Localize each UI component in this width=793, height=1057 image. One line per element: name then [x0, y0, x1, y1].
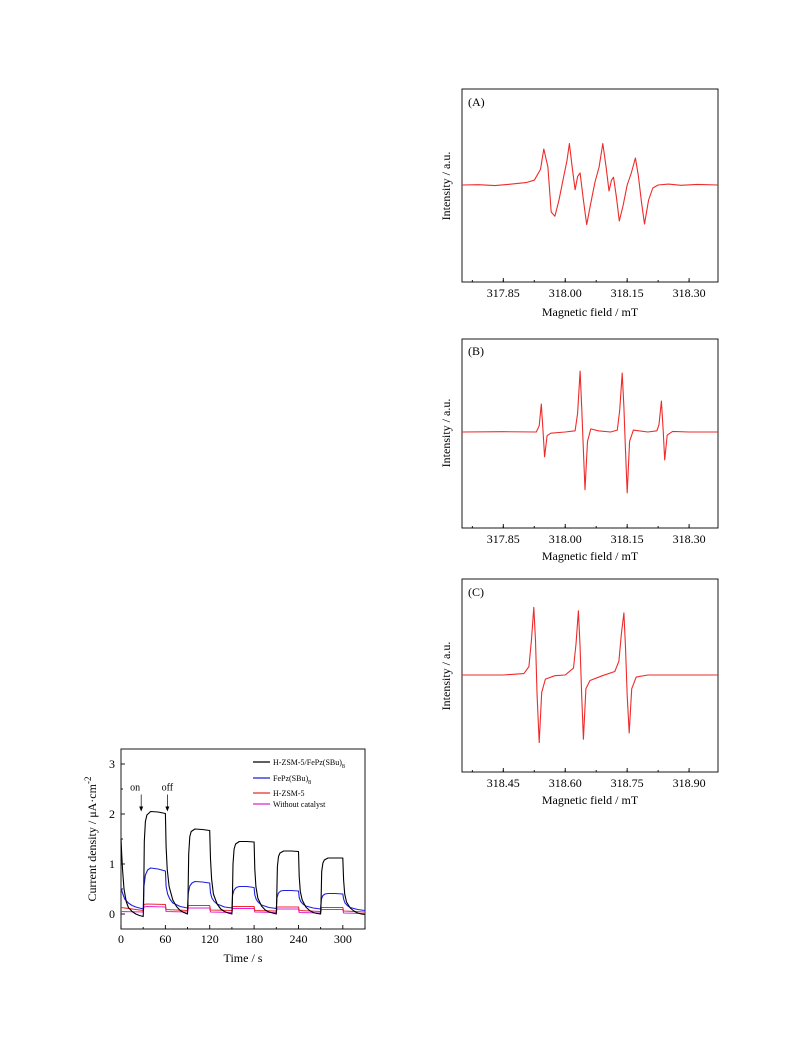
x-axis-label-d: Time / s	[224, 951, 263, 965]
legend-label-3: Without catalyst	[273, 800, 326, 809]
annotation-arrowhead-on	[139, 806, 144, 812]
legend-label-2: H-ZSM-5	[273, 789, 305, 798]
annotations-d: on off	[130, 783, 174, 812]
y-tick-label-d-3: 3	[109, 757, 115, 771]
x-axis-label-b: Magnetic field / mT	[542, 549, 639, 563]
x-tick-label-a-3: 318.30	[673, 286, 706, 300]
x-axis-label-a: Magnetic field / mT	[542, 305, 639, 319]
x-tick-label-c-3: 318.90	[673, 776, 706, 790]
x-tick-label-b-2: 318.15	[611, 532, 644, 546]
legend-name-3: Without catalyst	[273, 800, 326, 809]
plot-frame-a	[461, 88, 719, 283]
x-tick-label-c-0: 318.45	[487, 776, 520, 790]
x-tick-label-c-1: 318.60	[549, 776, 582, 790]
y-ticks-d: 0 1 2 3	[109, 757, 125, 921]
x-ticks-a: 317.85 318.00 318.15 318.30	[471, 278, 706, 300]
y-axis-label-d: Current density / μA·cm-2	[83, 777, 99, 902]
annotation-label-on: on	[130, 783, 140, 794]
y-axis-label-text-d: Current density / μA·cm	[85, 783, 99, 901]
series-group-d	[120, 810, 366, 918]
y-tick-label-d-0: 0	[109, 907, 115, 921]
legend-name-2: H-ZSM-5	[273, 789, 305, 798]
legend-name-sub-1: 8	[308, 780, 311, 786]
epr-trace-a	[461, 143, 719, 226]
y-tick-label-d-1: 1	[109, 857, 115, 871]
x-tick-label-a-2: 318.15	[611, 286, 644, 300]
y-axis-label-sup-d: -2	[83, 777, 93, 785]
x-tick-label-d-5: 300	[334, 932, 352, 946]
y-tick-label-d-2: 2	[109, 807, 115, 821]
epr-trace-b	[461, 370, 718, 494]
x-tick-label-d-2: 120	[201, 932, 219, 946]
x-tick-label-a-1: 318.00	[549, 286, 582, 300]
annotation-label-off: off	[162, 783, 174, 794]
x-tick-label-c-2: 318.75	[611, 776, 644, 790]
epr-trace-c	[462, 606, 718, 744]
legend-name-1: FePz(SBu)	[273, 774, 308, 783]
x-tick-label-b-3: 318.30	[673, 532, 706, 546]
plot-frame-d	[120, 748, 366, 930]
series-line-0	[120, 810, 366, 918]
y-axis-label-a: Intensity / a.u.	[439, 152, 453, 221]
x-tick-label-a-0: 317.85	[487, 286, 520, 300]
x-tick-label-b-0: 317.85	[487, 532, 520, 546]
x-ticks-c: 318.45 318.60 318.75 318.90	[471, 768, 706, 790]
x-tick-label-b-1: 318.00	[549, 532, 582, 546]
photocurrent-chart: 0 60 120 180 240 300 0 1 2 3 on off H-ZSM-5/FePz(…	[83, 748, 366, 965]
x-tick-label-d-0: 0	[118, 932, 124, 946]
panel-label-c: (C)	[468, 585, 484, 599]
x-tick-label-d-4: 240	[289, 932, 307, 946]
x-ticks-b: 317.85 318.00 318.15 318.30	[471, 524, 706, 546]
x-ticks-d: 0 60 120 180 240 300	[118, 925, 366, 946]
legend-name-sub-0: 8	[342, 764, 345, 770]
legend-name-0: H-ZSM-5/FePz(SBu)	[273, 758, 342, 767]
y-axis-label-b: Intensity / a.u.	[439, 399, 453, 468]
panel-label-a: (A)	[468, 95, 485, 109]
annotation-arrowhead-off	[165, 806, 170, 812]
legend: H-ZSM-5/FePz(SBu)8FePz(SBu)8H-ZSM-5Witho…	[253, 758, 345, 809]
plot-frame-b	[461, 338, 719, 529]
epr-chart-c: (C) 318.45 318.60 318.75 318.90 Magnetic fi…	[439, 578, 719, 807]
legend-label-0: H-ZSM-5/FePz(SBu)8	[273, 758, 345, 770]
epr-chart-a: (A) 317.85 318.00 318.15 318.30 Magnetic fi…	[439, 88, 719, 319]
x-tick-label-d-1: 60	[159, 932, 171, 946]
x-tick-label-d-3: 180	[245, 932, 263, 946]
y-axis-label-c: Intensity / a.u.	[439, 642, 453, 711]
x-axis-label-c: Magnetic field / mT	[542, 793, 639, 807]
legend-label-1: FePz(SBu)8	[273, 774, 311, 786]
epr-chart-b: (B) 317.85 318.00 318.15 318.30 Magnetic fi…	[439, 338, 719, 563]
panel-label-b: (B)	[468, 344, 484, 358]
